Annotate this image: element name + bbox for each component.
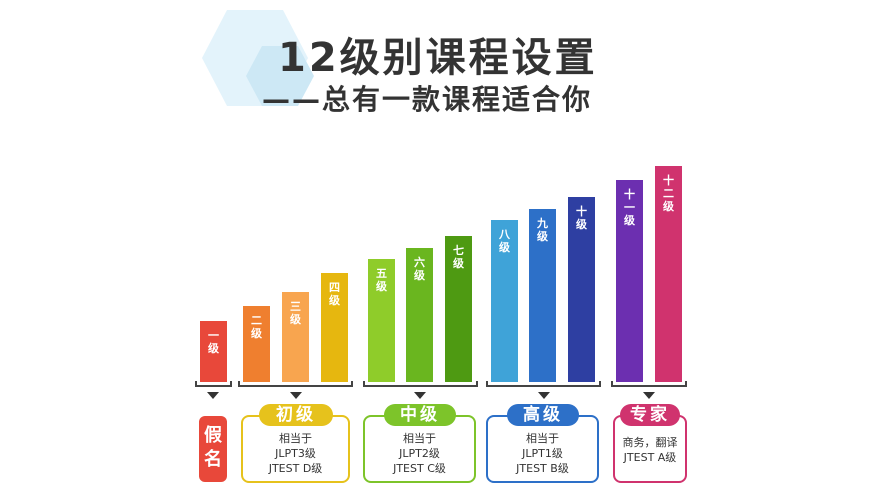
bar-label: 五 级 — [376, 267, 387, 293]
desc-line: 相当于 — [526, 432, 559, 445]
level-kana: 假 名 — [199, 416, 227, 482]
bar-label: 六 级 — [414, 256, 425, 282]
bar-label: 九 级 — [537, 217, 548, 243]
bar-level-6: 六 级 — [406, 248, 433, 382]
bar-label: 十 一 级 — [624, 188, 635, 227]
down-arrow-icon — [414, 392, 426, 399]
level-box-advanced: 相当于 JLPT1级 JTEST B级 — [486, 415, 599, 483]
desc-line: JLPT2级 — [399, 447, 440, 460]
bracket-advanced — [486, 381, 601, 387]
down-arrow-icon — [207, 392, 219, 399]
level-desc: 相当于 JLPT2级 JTEST C级 — [365, 431, 474, 476]
bar-level-1: 一 级 — [200, 321, 227, 382]
bar-level-8: 八 级 — [491, 220, 518, 382]
bar-label: 三 级 — [290, 300, 301, 326]
bar-level-9: 九 级 — [529, 209, 556, 382]
bar-level-7: 七 级 — [445, 236, 472, 382]
level-tag-beginner: 初级 — [259, 404, 333, 426]
bar-level-2: 二 级 — [243, 306, 270, 382]
desc-line: JTEST A级 — [623, 451, 677, 464]
bar-label: 八 级 — [499, 228, 510, 254]
desc-line: 相当于 — [279, 432, 312, 445]
bracket-expert — [611, 381, 687, 387]
page-title: 12级别课程设置 — [278, 35, 598, 81]
desc-line: JTEST D级 — [268, 462, 323, 475]
page-subtitle: ——总有一款课程适合你 — [262, 83, 593, 116]
desc-line: JTEST B级 — [516, 462, 569, 475]
bracket-kana — [195, 381, 232, 387]
desc-line: 相当于 — [403, 432, 436, 445]
level-tag-expert: 专家 — [620, 404, 680, 426]
bar-level-11: 十 一 级 — [616, 180, 643, 382]
bar-label: 二 级 — [251, 314, 262, 340]
bracket-beginner — [238, 381, 353, 387]
bar-label: 十 二 级 — [663, 174, 674, 213]
bar-label: 一 级 — [208, 329, 219, 355]
bar-level-10: 十 级 — [568, 197, 595, 382]
bar-level-5: 五 级 — [368, 259, 395, 382]
bar-level-4: 四 级 — [321, 273, 348, 382]
level-tag-intermediate: 中级 — [384, 404, 456, 426]
hexagon-decoration-small — [246, 46, 314, 106]
desc-line: JLPT3级 — [275, 447, 316, 460]
bar-label: 七 级 — [453, 244, 464, 270]
down-arrow-icon — [290, 392, 302, 399]
bar-label: 十 级 — [576, 205, 587, 231]
level-desc: 相当于 JLPT3级 JTEST D级 — [243, 431, 348, 476]
desc-line: JTEST C级 — [393, 462, 446, 475]
bar-label: 四 级 — [329, 281, 340, 307]
level-desc: 相当于 JLPT1级 JTEST B级 — [488, 431, 597, 476]
level-desc: 商务，翻译 JTEST A级 — [615, 435, 685, 465]
level-tag-advanced: 高级 — [507, 404, 579, 426]
level-box-beginner: 相当于 JLPT3级 JTEST D级 — [241, 415, 350, 483]
down-arrow-icon — [643, 392, 655, 399]
desc-line: JLPT1级 — [522, 447, 563, 460]
bracket-intermediate — [363, 381, 478, 387]
bar-level-3: 三 级 — [282, 292, 309, 382]
bar-level-12: 十 二 级 — [655, 166, 682, 382]
down-arrow-icon — [538, 392, 550, 399]
desc-line: 商务，翻译 — [622, 436, 678, 449]
